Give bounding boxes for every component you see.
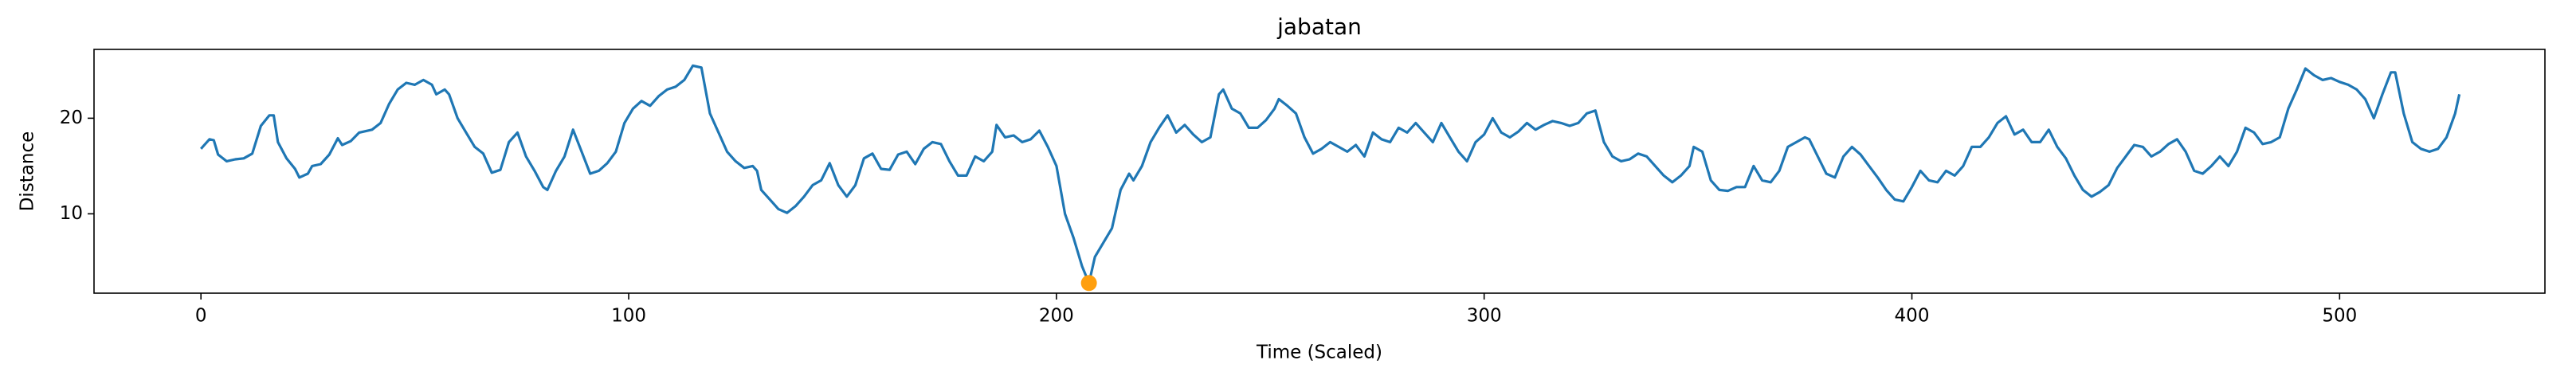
x-tick-label: 300 (1467, 306, 1502, 327)
x-axis-label: Time (Scaled) (1256, 343, 1382, 363)
chart-title: jabatan (1276, 14, 1362, 40)
x-tick-label: 400 (1895, 306, 1930, 327)
x-tick-label: 0 (195, 306, 207, 327)
y-axis-label: Distance (18, 131, 38, 212)
x-tick-label: 500 (2322, 306, 2357, 327)
plot-frame (93, 49, 2546, 294)
x-tick-label: 200 (1039, 306, 1074, 327)
highlight-point (1080, 275, 1097, 292)
y-tick-label: 20 (60, 108, 83, 128)
data-line (200, 64, 2461, 284)
x-tick-label: 100 (611, 306, 646, 327)
y-tick-label: 10 (60, 203, 83, 224)
